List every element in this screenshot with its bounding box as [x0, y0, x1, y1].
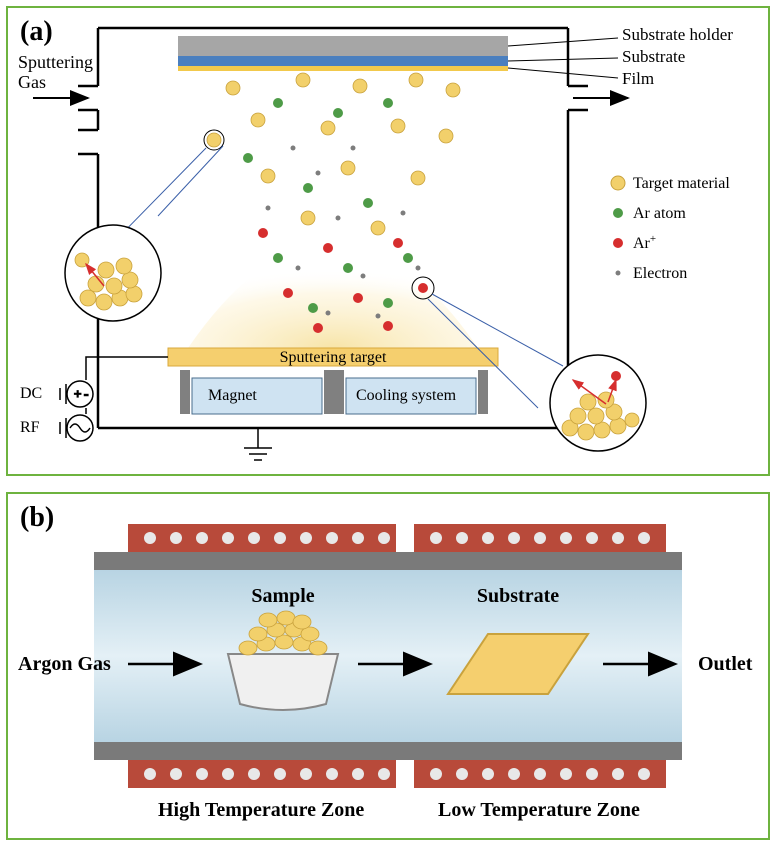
outlet-text: Outlet	[698, 653, 753, 675]
low-temp-text: Low Temperature Zone	[438, 799, 640, 821]
substrate-label: Substrate	[622, 47, 685, 66]
ground-symbol	[244, 428, 272, 460]
legend-target-text: Target material	[633, 175, 730, 192]
panel-a-svg: Sputtering target Magnet Cooling system …	[8, 8, 768, 474]
svg-text:-: -	[84, 386, 88, 401]
substrate-text: Substrate	[477, 585, 559, 607]
holder-leader-lines	[508, 38, 618, 78]
rf-text: RF	[20, 419, 40, 436]
film-label: Film	[622, 69, 654, 88]
heater-bottom	[128, 760, 666, 788]
film	[178, 66, 508, 71]
high-temp-text: High Temperature Zone	[158, 799, 364, 821]
legend-ar-ion-sup: +	[650, 233, 656, 245]
panel-b-label: (b)	[20, 502, 54, 534]
sputtering-target-text: Sputtering target	[280, 349, 387, 366]
svg-text:+: +	[74, 386, 81, 401]
panel-b: (b)	[6, 492, 770, 840]
chamber-frame	[78, 28, 588, 428]
sample-text: Sample	[251, 585, 314, 607]
magnet-cooling-assembly: Magnet Cooling system	[180, 370, 488, 414]
legend-electron-text: Electron	[633, 265, 687, 282]
substrate	[178, 56, 508, 66]
particles-target	[207, 73, 460, 235]
tube-wall-top	[94, 552, 682, 570]
page-root: (a)	[0, 0, 776, 848]
cooling-text: Cooling system	[356, 387, 457, 404]
dc-text: DC	[20, 385, 42, 402]
substrate-holder	[178, 36, 508, 56]
legend-ar-atom-text: Ar atom	[633, 205, 686, 222]
holder-label: Substrate holder	[622, 25, 733, 44]
panel-a: (a)	[6, 6, 770, 476]
argon-gas-text: Argon Gas	[18, 653, 111, 675]
magnet-text: Magnet	[208, 387, 257, 404]
panel-a-label: (a)	[20, 16, 53, 48]
legend: Target material Ar atom Ar+ Electron	[611, 175, 730, 282]
heater-top	[128, 524, 666, 552]
svg-text:Ar+: Ar+	[633, 233, 656, 252]
zoom-left	[65, 130, 224, 321]
legend-ar-ion-text: Ar	[633, 235, 651, 252]
panel-b-svg: Argon Gas Outlet Sample Substrate High T…	[8, 494, 768, 838]
tube-wall-bottom	[94, 742, 682, 760]
